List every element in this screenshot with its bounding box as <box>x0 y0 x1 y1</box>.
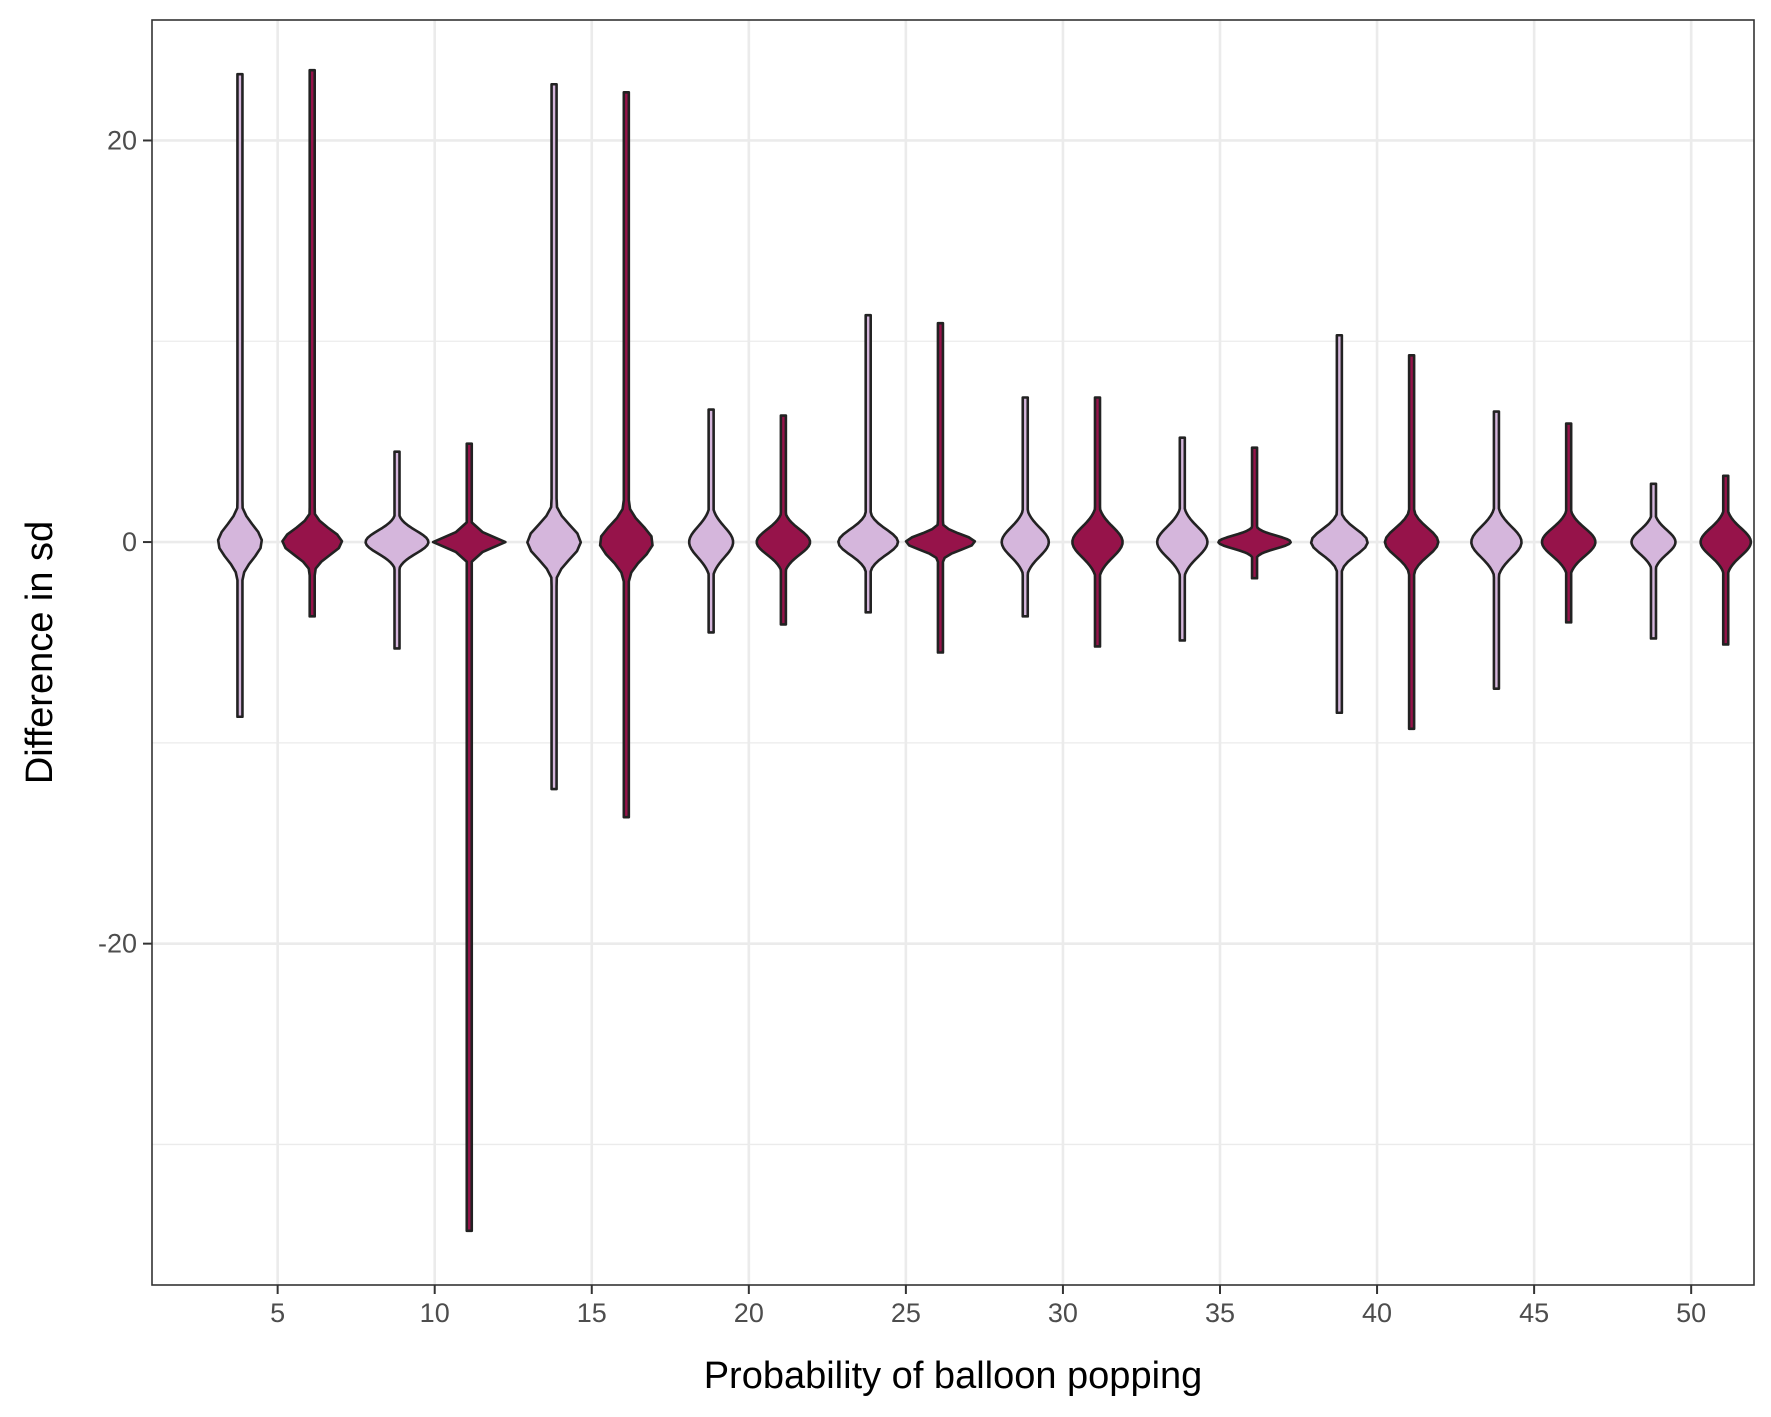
violin-17 <box>1470 410 1523 690</box>
x-axis-title: Probability of balloon popping <box>704 1355 1203 1397</box>
violin-5 <box>526 82 583 791</box>
violin-20 <box>1699 474 1753 646</box>
x-tick-label: 35 <box>1205 1298 1235 1328</box>
violin-3 <box>364 450 430 650</box>
violin-1 <box>216 72 264 719</box>
axis-ticks: 5 10 15 20 25 30 35 40 45 50 -20 0 20 <box>98 125 1706 1328</box>
x-tick-label: 40 <box>1362 1298 1392 1328</box>
x-tick-label: 20 <box>734 1298 764 1328</box>
violin-18 <box>1540 422 1597 624</box>
x-tick-label: 25 <box>891 1298 921 1328</box>
violin-13 <box>1155 436 1209 642</box>
x-tick-label: 5 <box>270 1298 285 1328</box>
violin-14 <box>1217 446 1292 580</box>
violin-19 <box>1630 482 1677 640</box>
violins <box>216 68 1753 1233</box>
plot-panel-border <box>151 19 1755 1286</box>
x-tick-label: 45 <box>1519 1298 1549 1328</box>
violin-6 <box>598 90 654 819</box>
y-tick-label: 20 <box>107 125 137 155</box>
violin-7 <box>687 408 735 634</box>
violin-16 <box>1383 354 1440 731</box>
violin-12 <box>1071 396 1124 648</box>
grid-lines <box>152 20 1754 1285</box>
x-tick-label: 50 <box>1676 1298 1706 1328</box>
violin-2 <box>281 68 344 618</box>
x-tick-label: 15 <box>577 1298 607 1328</box>
y-axis-title: Difference in sd <box>19 521 61 784</box>
x-tick-label: 10 <box>420 1298 450 1328</box>
violin-4 <box>431 442 507 1233</box>
violin-11 <box>1000 396 1051 618</box>
x-tick-label: 30 <box>1048 1298 1078 1328</box>
violin-8 <box>755 414 812 626</box>
y-tick-label: 0 <box>122 527 137 557</box>
violin-9 <box>837 313 900 614</box>
violin-15 <box>1309 333 1369 715</box>
y-tick-label: -20 <box>98 929 137 959</box>
violin-10 <box>904 321 977 654</box>
